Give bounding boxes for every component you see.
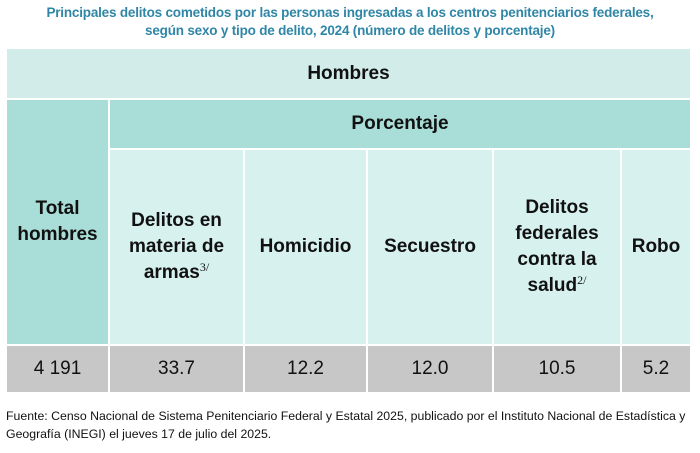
subgroup-header: Porcentaje: [107, 98, 693, 150]
column-header: Robo: [619, 148, 693, 346]
data-cell: 33.7: [108, 344, 245, 394]
footnote-ref: 3/: [199, 260, 210, 274]
column-header: Delitos federales contra la salud2/: [492, 148, 622, 346]
data-cell: 12.0: [366, 344, 494, 394]
column-label: Homicidio: [259, 236, 352, 257]
title: Principales delitos cometidos por las pe…: [0, 4, 700, 40]
table: Hombres Total hombres Porcentaje Delitos…: [4, 47, 693, 394]
total-header: Total hombres: [5, 98, 110, 346]
data-cell: 4 191: [5, 344, 110, 394]
column-header: Delitos en materia de armas3/: [108, 148, 245, 346]
data-cell: 10.5: [492, 344, 622, 394]
data-cell: 12.2: [243, 344, 368, 394]
column-label: Delitos en materia de armas: [128, 210, 225, 283]
title-line: según sexo y tipo de delito, 2024 (númer…: [145, 23, 555, 38]
column-label: Secuestro: [384, 236, 476, 257]
column-label: Delitos federales contra la salud: [515, 197, 599, 296]
title-line: Principales delitos cometidos por las pe…: [46, 5, 654, 20]
footnote-ref: 2/: [577, 273, 587, 287]
footer: Fuente: Censo Nacional de Sistema Penite…: [6, 409, 686, 441]
column-label: Robo: [631, 236, 681, 257]
column-header: Secuestro: [366, 148, 494, 346]
column-header: Homicidio: [243, 148, 368, 346]
data-cell: 5.2: [619, 344, 693, 394]
group-header: Hombres: [4, 47, 693, 100]
